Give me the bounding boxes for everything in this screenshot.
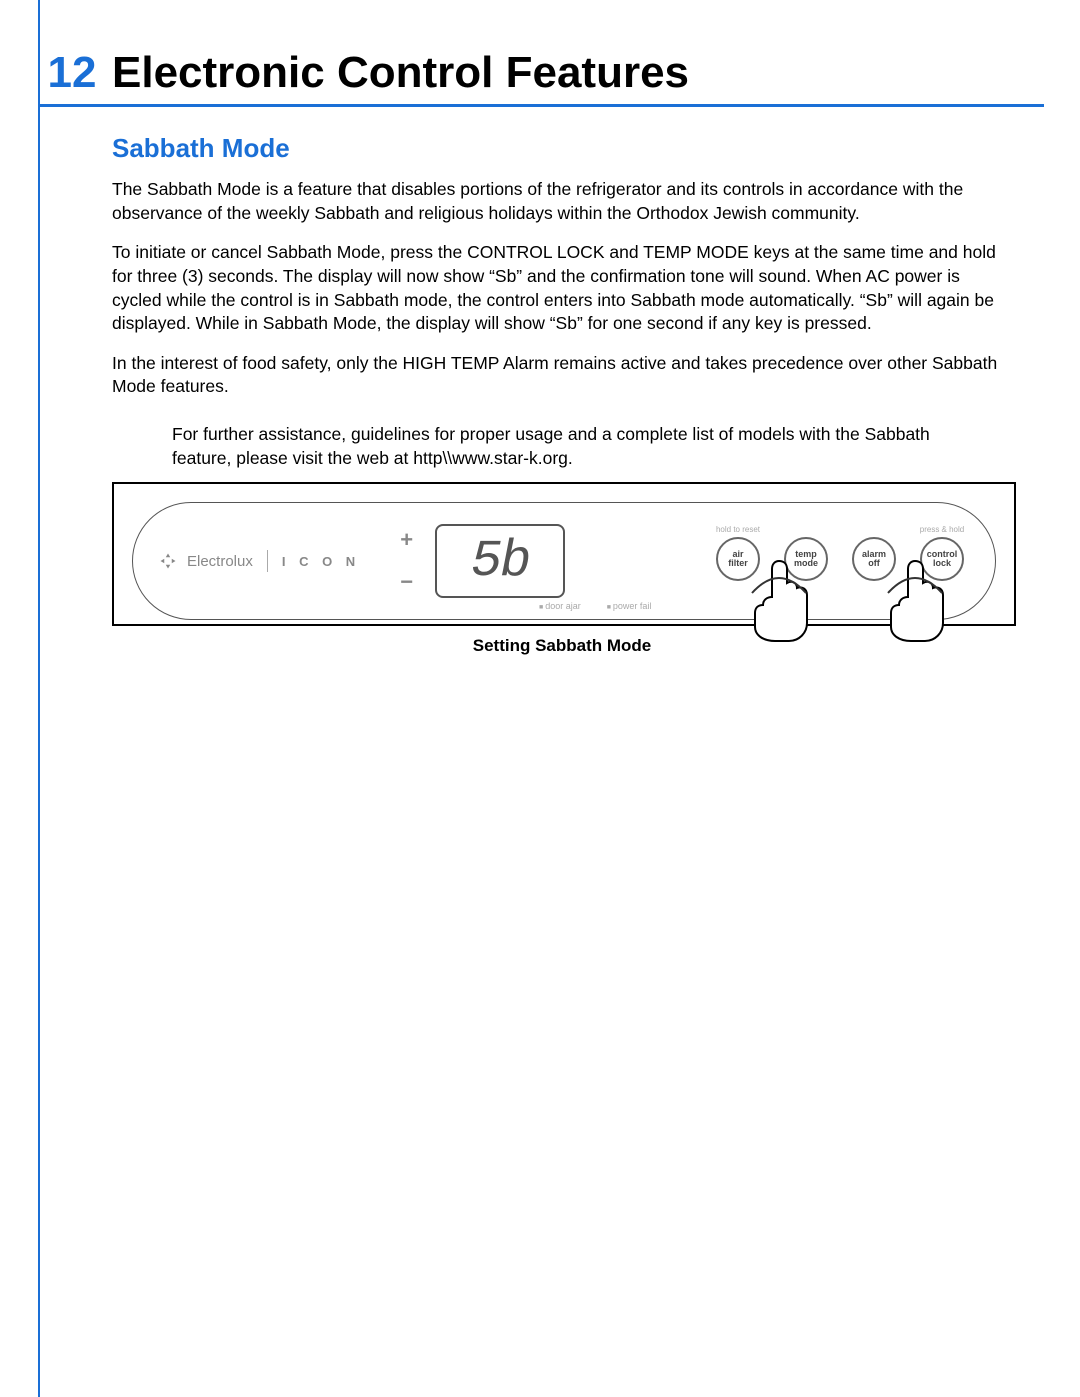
note-block: For further assistance, guidelines for p… — [112, 423, 1012, 470]
control-lock-button[interactable]: control lock — [920, 537, 964, 581]
control-panel-frame: Electrolux I C O N + − 5b door ajar powe… — [112, 482, 1016, 626]
minus-icon: − — [400, 571, 413, 593]
manual-page: 12 Electronic Control Features Sabbath M… — [38, 0, 1042, 1397]
alarm-off-button[interactable]: alarm off — [852, 537, 896, 581]
temp-adjust: + − — [400, 529, 413, 593]
control-panel: Electrolux I C O N + − 5b door ajar powe… — [132, 502, 996, 620]
status-indicators: door ajar power fail — [539, 601, 651, 611]
air-filter-button-col: hold to reset air filter — [711, 525, 765, 581]
temp-mode-button[interactable]: temp mode — [784, 537, 828, 581]
power-fail-indicator: power fail — [607, 601, 652, 611]
brand-subtitle: I C O N — [282, 554, 360, 569]
btn-label-line2: filter — [728, 559, 748, 568]
page-title: Electronic Control Features — [112, 48, 689, 98]
page-header: 12 Electronic Control Features — [40, 48, 1042, 98]
door-ajar-indicator: door ajar — [539, 601, 581, 611]
brand-block: Electrolux I C O N — [159, 550, 360, 572]
hint-hold-to-reset: hold to reset — [716, 525, 760, 535]
paragraph: To initiate or cancel Sabbath Mode, pres… — [112, 241, 1012, 336]
btn-label-line2: mode — [794, 559, 818, 568]
lcd-text: 5b — [471, 532, 529, 591]
btn-label-line2: off — [868, 559, 880, 568]
air-filter-button[interactable]: air filter — [716, 537, 760, 581]
brand-name: Electrolux — [187, 553, 253, 570]
btn-label-line2: lock — [933, 559, 951, 568]
section-heading: Sabbath Mode — [112, 133, 1012, 164]
content-area: Sabbath Mode The Sabbath Mode is a featu… — [40, 107, 1042, 656]
paragraph: The Sabbath Mode is a feature that disab… — [112, 178, 1012, 225]
figure: Electrolux I C O N + − 5b door ajar powe… — [112, 482, 1012, 656]
page-number: 12 — [40, 48, 112, 98]
paragraph: In the interest of food safety, only the… — [112, 352, 1012, 399]
brand-divider — [267, 550, 268, 572]
figure-caption: Setting Sabbath Mode — [112, 636, 1012, 656]
lcd-display: 5b — [435, 524, 565, 598]
hint-press-hold: press & hold — [920, 525, 964, 535]
temp-mode-button-col: temp mode — [779, 525, 833, 581]
control-lock-button-col: press & hold control lock — [915, 525, 969, 581]
note-text: For further assistance, guidelines for p… — [172, 423, 992, 470]
plus-icon: + — [400, 529, 413, 551]
electrolux-logo-icon — [159, 552, 177, 570]
alarm-off-button-col: alarm off — [847, 525, 901, 581]
button-row: hold to reset air filter temp mode — [711, 525, 969, 581]
